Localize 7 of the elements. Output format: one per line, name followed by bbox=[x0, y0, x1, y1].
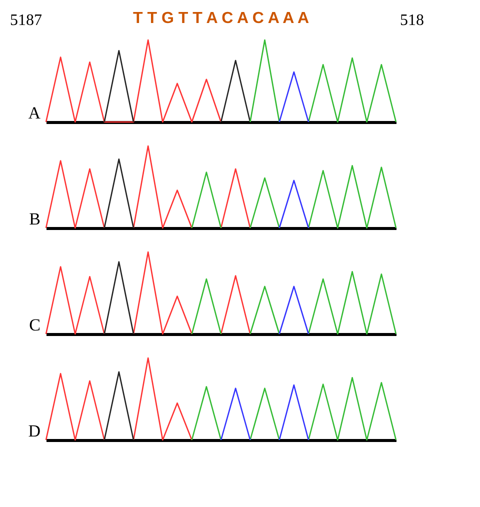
text: 518 bbox=[400, 12, 424, 29]
y-axis-title: A bbox=[28, 104, 42, 122]
chart-title: T T G T T A C A C A A A bbox=[133, 10, 310, 27]
text: 5187 bbox=[10, 12, 42, 29]
y-axis-title: D bbox=[28, 422, 40, 440]
y-axis-title: B bbox=[29, 210, 40, 228]
y-axis-title: C bbox=[29, 316, 40, 334]
